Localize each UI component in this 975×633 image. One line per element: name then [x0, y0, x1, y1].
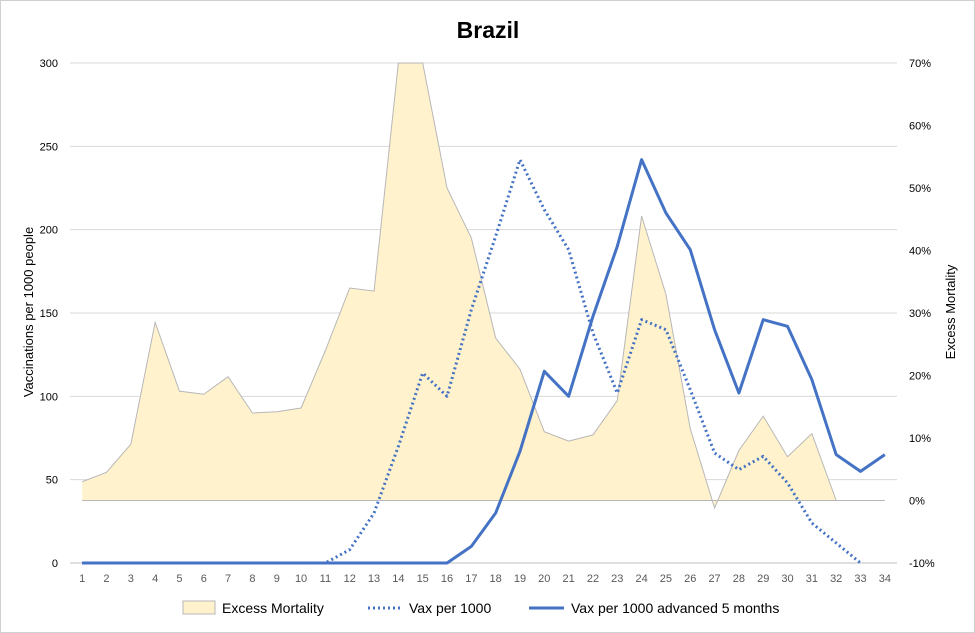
x-tick-label: 27	[708, 573, 720, 585]
x-tick-label: 1	[79, 573, 85, 585]
left-tick-label: 300	[40, 58, 58, 70]
x-tick-label: 32	[830, 573, 842, 585]
x-tick-label: 12	[344, 573, 356, 585]
x-tick-label: 20	[538, 573, 550, 585]
right-tick-label: 60%	[909, 121, 931, 133]
left-axis-label: Vaccinations per 1000 people	[21, 227, 36, 397]
x-tick-label: 33	[854, 573, 866, 585]
x-tick-label: 13	[368, 573, 380, 585]
right-tick-label: -10%	[909, 558, 935, 570]
x-tick-label: 19	[514, 573, 526, 585]
x-tick-label: 10	[295, 573, 307, 585]
excess-mortality-area	[82, 63, 837, 508]
vax-advanced-line	[82, 158, 886, 565]
x-tick-label: 14	[392, 573, 404, 585]
right-tick-label: 30%	[909, 308, 931, 320]
left-axis-ticks: 0 50 100 150 200 250 300	[40, 58, 58, 570]
x-tick-label: 31	[806, 573, 818, 585]
x-tick-label: 4	[152, 573, 158, 585]
legend-swatch-excess-mortality	[182, 600, 216, 615]
excess-mortality-area-layer	[81, 62, 885, 510]
x-tick-label: 28	[733, 573, 745, 585]
right-tick-label: 40%	[909, 246, 931, 258]
left-tick-label: 200	[40, 225, 58, 237]
x-tick-label: 23	[611, 573, 623, 585]
x-tick-label: 15	[417, 573, 429, 585]
x-tick-label: 3	[128, 573, 134, 585]
legend: Excess Mortality Vax per 1000 Vax per 10…	[182, 600, 779, 616]
x-tick-label: 8	[249, 573, 255, 585]
x-tick-label: 26	[684, 573, 696, 585]
right-tick-label: 20%	[909, 371, 931, 383]
chart-title: Brazil	[457, 17, 520, 43]
left-tick-label: 50	[46, 475, 58, 487]
x-tick-label: 25	[660, 573, 672, 585]
x-tick-label: 29	[757, 573, 769, 585]
x-tick-label: 18	[490, 573, 502, 585]
legend-label-vax-per-1000: Vax per 1000	[409, 600, 491, 616]
x-tick-label: 16	[441, 573, 453, 585]
x-axis-ticks: 1 2 3 4 5 6 7 8 9 10 11 12 13 14 15 16 17 18 19 20 21 22 23 24 2…	[79, 573, 891, 585]
left-tick-label: 100	[40, 391, 58, 403]
legend-label-vax-advanced: Vax per 1000 advanced 5 months	[571, 600, 779, 616]
vax-lines-layer	[82, 158, 886, 565]
right-axis-label: Excess Mortality	[943, 264, 958, 359]
excess-mortality-outline	[81, 62, 837, 510]
legend-label-excess-mortality: Excess Mortality	[222, 600, 324, 616]
vax-per-1000-line	[82, 158, 862, 565]
left-tick-label: 0	[52, 558, 58, 570]
right-tick-label: 70%	[909, 58, 931, 70]
x-tick-label: 24	[635, 573, 647, 585]
left-tick-label: 250	[40, 141, 58, 153]
x-tick-label: 2	[103, 573, 109, 585]
right-tick-label: 0%	[909, 496, 925, 508]
left-tick-label: 150	[40, 308, 58, 320]
x-tick-label: 6	[201, 573, 207, 585]
x-tick-label: 5	[176, 573, 182, 585]
x-tick-label: 7	[225, 573, 231, 585]
x-tick-label: 30	[781, 573, 793, 585]
x-tick-label: 34	[879, 573, 891, 585]
x-tick-label: 22	[587, 573, 599, 585]
right-axis-ticks: -10% 0% 10% 20% 30% 40% 50% 60% 70%	[909, 58, 935, 570]
x-tick-label: 21	[563, 573, 575, 585]
x-tick-label: 17	[465, 573, 477, 585]
right-tick-label: 10%	[909, 433, 931, 445]
x-tick-label: 11	[320, 573, 331, 585]
x-tick-label: 9	[274, 573, 280, 585]
right-tick-label: 50%	[909, 183, 931, 195]
